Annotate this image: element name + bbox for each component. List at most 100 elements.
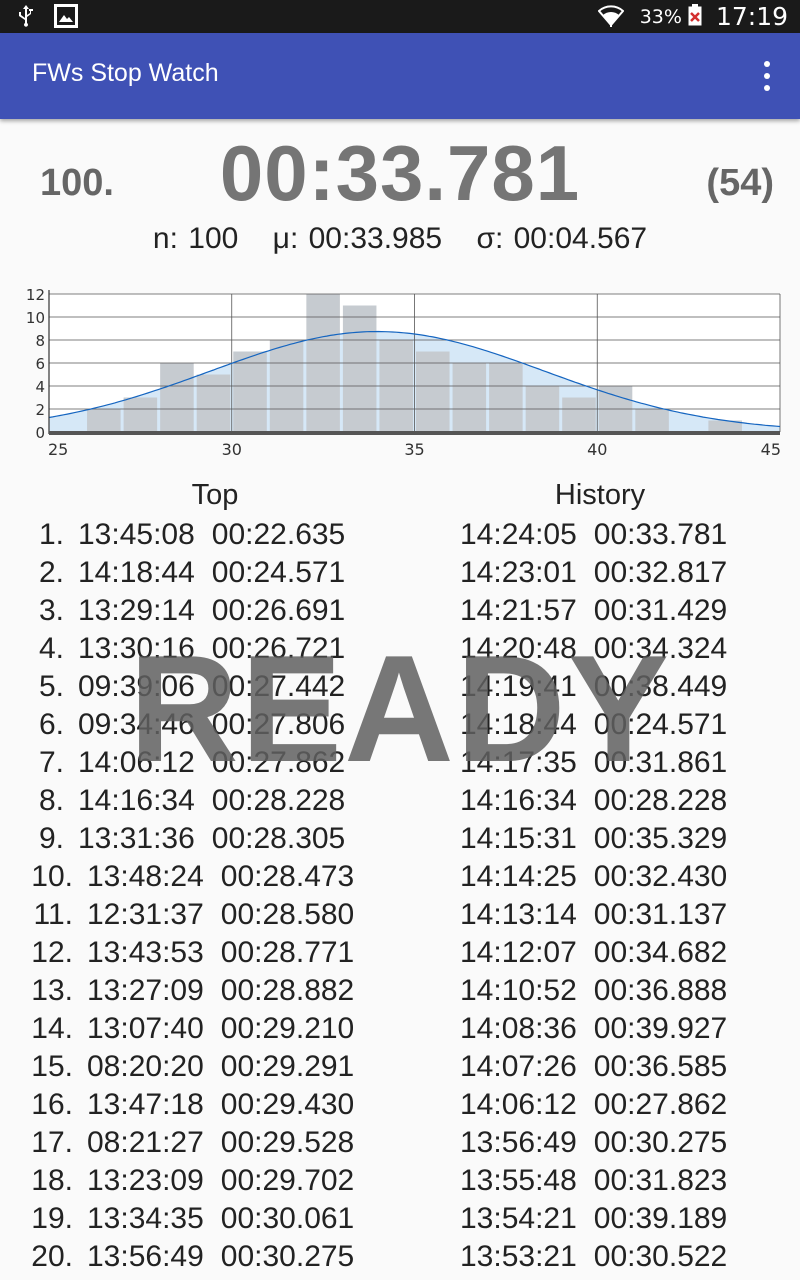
history-row-time: 00:24.571 [593,708,728,741]
history-row[interactable]: 13:55:48 00:31.823 [460,1162,727,1200]
top-row[interactable]: 13. 13:27:09 00:28.882 [0,972,354,1010]
history-row[interactable]: 14:23:01 00:32.817 [460,554,727,592]
top-row-clock: 13:47:18 [87,1088,204,1121]
top-row-clock: 08:21:27 [87,1126,204,1159]
histogram-bar [562,397,596,432]
history-row[interactable]: 14:15:31 00:35.329 [460,820,727,858]
top-row-clock: 14:16:34 [78,784,195,817]
top-row-rank: 8. [38,784,64,817]
history-row-time: 00:36.585 [593,1050,728,1083]
top-row-time: 00:27.862 [211,746,346,779]
top-row[interactable]: 11. 12:31:37 00:28.580 [0,896,355,934]
lap-rank: (54) [706,162,774,204]
history-row[interactable]: 14:16:34 00:28.228 [460,782,727,820]
top-row-clock: 13:56:49 [87,1240,204,1273]
histogram-bar [416,351,450,432]
history-row-clock: 14:10:52 [460,974,577,1007]
history-row-time: 00:36.888 [593,974,728,1007]
top-row[interactable]: 5. 09:39:06 00:27.442 [0,668,354,706]
battery-percent: 33% [639,5,682,28]
history-row-time: 00:34.324 [593,632,728,665]
top-row-time: 00:24.571 [211,556,346,589]
top-row-clock: 13:30:16 [78,632,195,665]
top-row[interactable]: 19. 13:34:35 00:30.061 [0,1200,354,1238]
overflow-menu-icon[interactable] [762,61,772,91]
top-row-time: 00:30.275 [220,1240,355,1273]
history-row-time: 00:30.275 [593,1126,728,1159]
top-row[interactable]: 3. 13:29:14 00:26.691 [0,592,354,630]
top-row-rank: 11. [33,898,73,931]
top-row-rank: 4. [38,632,64,665]
history-row-clock: 14:12:07 [460,936,577,969]
top-row[interactable]: 9. 13:31:36 00:28.305 [0,820,354,858]
history-list[interactable]: 14:24:05 00:33.781 14:23:01 00:32.817 14:21:… [460,516,727,1276]
top-row[interactable]: 1. 13:45:08 00:22.635 [0,516,354,554]
history-row-time: 00:33.781 [593,518,728,551]
top-row-clock: 13:45:08 [78,518,195,551]
elapsed-time[interactable]: 00:33.781 [219,129,581,217]
history-row[interactable]: 14:06:12 00:27.862 [460,1086,727,1124]
history-row-clock: 13:55:48 [460,1164,577,1197]
history-row[interactable]: 14:10:52 00:36.888 [460,972,727,1010]
top-row-clock: 13:23:09 [87,1164,204,1197]
top-row[interactable]: 2. 14:18:44 00:24.571 [0,554,354,592]
top-row-rank: 13. [31,974,73,1007]
top-row[interactable]: 6. 09:34:46 00:27.806 [0,706,354,744]
history-row[interactable]: 14:20:48 00:34.324 [460,630,727,668]
history-row-time: 00:27.862 [593,1088,728,1121]
top-list[interactable]: 1. 13:45:08 00:22.635 2. 14:18:44 00:24.571 3.… [0,516,354,1276]
status-bar: 33% 17:19 [0,0,800,33]
top-row-rank: 15. [31,1050,73,1083]
history-row[interactable]: 14:08:36 00:39.927 [460,1010,727,1048]
top-row[interactable]: 15. 08:20:20 00:29.291 [0,1048,354,1086]
top-row-time: 00:27.806 [211,708,346,741]
histogram-bar [160,363,194,432]
history-row-clock: 14:15:31 [460,822,577,855]
top-row[interactable]: 16. 13:47:18 00:29.430 [0,1086,354,1124]
top-row-clock: 09:39:06 [78,670,195,703]
x-tick-label: 45 [761,440,781,459]
top-row[interactable]: 10. 13:48:24 00:28.473 [0,858,354,896]
history-header: History [554,479,646,511]
history-row[interactable]: 14:18:44 00:24.571 [460,706,727,744]
top-row-clock: 09:34:46 [78,708,195,741]
x-tick-label: 25 [48,440,68,459]
history-row[interactable]: 14:13:14 00:31.137 [460,896,727,934]
x-tick-label: 40 [587,440,607,459]
history-row[interactable]: 14:21:57 00:31.429 [460,592,727,630]
top-row-rank: 1. [38,518,64,551]
history-row-clock: 13:53:21 [460,1240,577,1273]
history-row[interactable]: 14:19:41 00:38.449 [460,668,727,706]
top-row-time: 00:26.691 [211,594,346,627]
x-tick-label: 35 [404,440,424,459]
image-icon [54,4,78,32]
history-row[interactable]: 14:12:07 00:34.682 [460,934,727,972]
top-row[interactable]: 12. 13:43:53 00:28.771 [0,934,354,972]
history-row[interactable]: 14:14:25 00:32.430 [460,858,727,896]
history-row-clock: 14:21:57 [460,594,577,627]
top-row[interactable]: 20. 13:56:49 00:30.275 [0,1238,354,1276]
top-row[interactable]: 4. 13:30:16 00:26.721 [0,630,354,668]
top-row-time: 00:28.771 [220,936,355,969]
histogram-bar [123,397,158,432]
history-row[interactable]: 13:53:21 00:30.522 [460,1238,727,1276]
top-row[interactable]: 8. 14:16:34 00:28.228 [0,782,354,820]
top-row-rank: 17. [31,1126,73,1159]
top-row-rank: 3. [38,594,64,627]
top-row[interactable]: 17. 08:21:27 00:29.528 [0,1124,354,1162]
histogram-bar [708,420,742,432]
top-row[interactable]: 14. 13:07:40 00:29.210 [0,1010,354,1048]
history-row-time: 00:35.329 [593,822,728,855]
history-row[interactable]: 13:54:21 00:39.189 [460,1200,727,1238]
history-row[interactable]: 13:56:49 00:30.275 [460,1124,727,1162]
history-row-time: 00:30.522 [593,1240,728,1273]
stat-count: n: 100 [152,222,239,255]
history-row[interactable]: 14:24:05 00:33.781 [460,516,727,554]
top-row[interactable]: 7. 14:06:12 00:27.862 [0,744,354,782]
top-row-clock: 14:06:12 [78,746,195,779]
history-row[interactable]: 14:17:35 00:31.861 [460,744,727,782]
histogram-bar [233,351,267,432]
history-row[interactable]: 14:07:26 00:36.585 [460,1048,727,1086]
y-tick-label: 12 [26,286,45,304]
top-row[interactable]: 18. 13:23:09 00:29.702 [0,1162,354,1200]
